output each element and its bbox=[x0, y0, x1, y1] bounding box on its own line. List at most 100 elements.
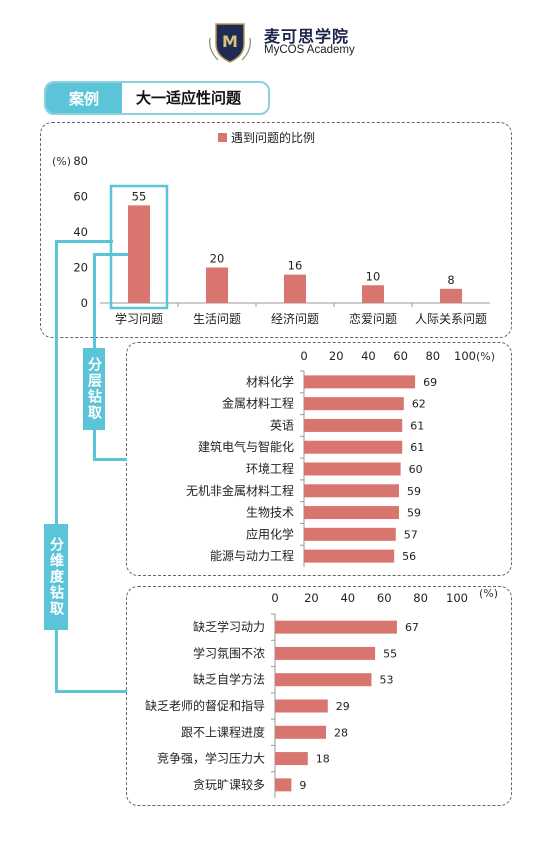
x-category-label: 恋爱问题 bbox=[349, 311, 397, 326]
bar-value-label: 62 bbox=[412, 398, 426, 411]
bar-value-label: 59 bbox=[407, 485, 421, 498]
bar-value-label: 29 bbox=[336, 700, 350, 713]
x-tick-label: 80 bbox=[413, 591, 428, 605]
brand-name-cn: 麦可思学院 bbox=[264, 27, 350, 46]
y-category-label: 缺乏老师的督促和指导 bbox=[145, 698, 265, 713]
bar-value-label: 16 bbox=[288, 259, 303, 273]
problem-ratio-panel bbox=[40, 122, 512, 338]
academy-logo: M bbox=[206, 20, 254, 66]
bar bbox=[275, 620, 397, 634]
y-category-label: 金属材料工程 bbox=[222, 396, 294, 411]
shield-logo-icon: M bbox=[209, 23, 251, 63]
brand-name-en: MyCOS Academy bbox=[264, 44, 355, 56]
bar-value-label: 18 bbox=[316, 753, 330, 766]
bar bbox=[275, 646, 376, 660]
y-category-label: 竞争强，学习压力大 bbox=[157, 751, 265, 766]
bar-value-label: 53 bbox=[379, 674, 393, 687]
bar bbox=[275, 725, 326, 739]
x-tick-label: 100 bbox=[454, 349, 476, 363]
x-tick-label: 60 bbox=[393, 349, 408, 363]
reason-breakdown-panel bbox=[126, 586, 512, 806]
bar bbox=[304, 397, 404, 411]
x-tick-label: 20 bbox=[329, 349, 344, 363]
bar-value-label: 60 bbox=[409, 463, 423, 476]
x-tick-label: 40 bbox=[361, 349, 376, 363]
y-category-label: 学习氛围不浓 bbox=[193, 645, 265, 660]
case-tag: 案例 bbox=[46, 83, 122, 113]
y-unit-label: (%) bbox=[52, 155, 71, 168]
bar bbox=[304, 506, 399, 520]
bar-value-label: 67 bbox=[405, 621, 419, 634]
bar bbox=[304, 440, 403, 454]
connector-line bbox=[55, 690, 127, 693]
bar bbox=[362, 285, 384, 303]
bar bbox=[275, 778, 292, 792]
bar bbox=[128, 205, 150, 303]
highlight-box bbox=[109, 184, 169, 310]
x-unit-label: (%) bbox=[479, 587, 498, 600]
y-category-label: 环境工程 bbox=[246, 461, 294, 476]
logo-letter: M bbox=[222, 32, 238, 51]
bar bbox=[304, 484, 399, 498]
drill-layer-label: 分层钻取 bbox=[83, 348, 105, 430]
reason-ratio-chart: 0 20 40 60 80 100 (%) 67 缺乏学习动力 55 学习氛围不浓 53 缺乏自学方法 2… bbox=[145, 587, 498, 798]
x-category-label: 学习问题 bbox=[115, 311, 163, 326]
bar-value-label: 10 bbox=[366, 269, 381, 283]
x-tick-label: 0 bbox=[271, 591, 278, 605]
bar-value-label: 56 bbox=[402, 550, 416, 563]
y-category-label: 缺乏自学方法 bbox=[193, 672, 265, 687]
y-tick-label: 0 bbox=[81, 296, 88, 310]
x-category-label: 经济问题 bbox=[271, 311, 319, 326]
bar bbox=[275, 699, 328, 713]
bar bbox=[304, 418, 403, 432]
bar bbox=[304, 462, 401, 476]
bar bbox=[275, 752, 308, 766]
bar-value-label: 61 bbox=[410, 419, 424, 432]
bar bbox=[440, 288, 462, 303]
connector-line bbox=[55, 240, 58, 692]
y-tick-label: 60 bbox=[73, 190, 88, 204]
y-category-label: 建筑电气与智能化 bbox=[198, 439, 294, 454]
y-tick-label: 80 bbox=[73, 154, 88, 168]
x-tick-label: 80 bbox=[425, 349, 440, 363]
y-category-label: 材料化学 bbox=[246, 374, 294, 389]
x-tick-label: 40 bbox=[340, 591, 355, 605]
bar-value-label: 59 bbox=[407, 507, 421, 520]
x-tick-label: 0 bbox=[300, 349, 307, 363]
bar bbox=[304, 375, 416, 389]
y-category-label: 缺乏学习动力 bbox=[193, 619, 265, 634]
problem-ratio-chart: 遇到问题的比例 (%) 0 20 40 60 80 55 学习问题 20 生活问题 16 经济问题 10 恋… bbox=[52, 130, 490, 326]
major-ratio-chart: 0 20 40 60 80 100 (%) 69 材料化学 62 金属材料工程 61 英语 61 建筑电气与… bbox=[186, 349, 495, 567]
case-title: 大一适应性问题 bbox=[136, 89, 242, 107]
bar-value-label: 9 bbox=[299, 779, 306, 792]
bar-value-label: 55 bbox=[132, 189, 147, 203]
x-tick-label: 60 bbox=[377, 591, 392, 605]
y-category-label: 应用化学 bbox=[246, 526, 294, 541]
bar-value-label: 20 bbox=[210, 252, 225, 266]
y-category-label: 跟不上课程进度 bbox=[181, 724, 265, 739]
drill-dimension-label: 分维度钻取 bbox=[44, 524, 68, 630]
bar-value-label: 8 bbox=[447, 273, 454, 287]
bar-value-label: 69 bbox=[423, 376, 437, 389]
y-tick-label: 20 bbox=[73, 261, 88, 275]
bar bbox=[206, 267, 228, 303]
legend-label: 遇到问题的比例 bbox=[231, 130, 315, 145]
x-category-label: 生活问题 bbox=[193, 312, 241, 326]
x-tick-label: 100 bbox=[446, 591, 468, 605]
y-tick-label: 40 bbox=[73, 225, 88, 239]
bar bbox=[275, 673, 372, 687]
y-category-label: 无机非金属材料工程 bbox=[186, 483, 294, 498]
case-banner: 案例 大一适应性问题 bbox=[44, 81, 270, 115]
y-category-label: 生物技术 bbox=[246, 506, 294, 520]
bar-value-label: 28 bbox=[334, 726, 348, 739]
x-unit-label: (%) bbox=[476, 350, 495, 363]
y-category-label: 能源与动力工程 bbox=[210, 548, 294, 563]
x-category-label: 人际关系问题 bbox=[415, 312, 487, 326]
bar bbox=[284, 274, 306, 303]
connector-line bbox=[93, 458, 127, 461]
bar bbox=[304, 549, 395, 563]
bar-value-label: 57 bbox=[404, 528, 418, 541]
y-category-label: 贪玩旷课较多 bbox=[193, 777, 265, 792]
